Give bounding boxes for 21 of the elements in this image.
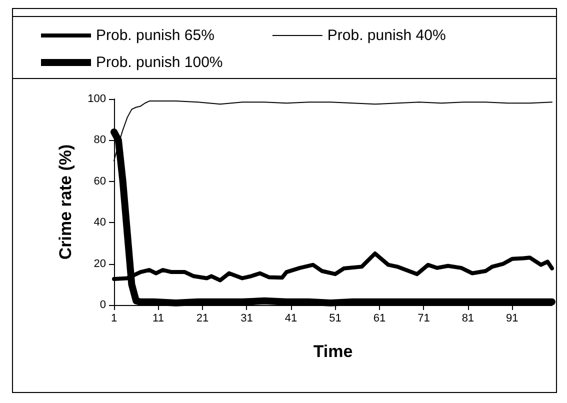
x-tick-label: 51 xyxy=(329,312,342,324)
y-tick-label: 40 xyxy=(94,216,106,229)
y-tick-label: 0 xyxy=(100,299,106,311)
y-tick-label: 60 xyxy=(94,175,106,188)
legend-label: Prob. punish 40% xyxy=(327,27,446,44)
legend-label: Prob. punish 65% xyxy=(96,27,214,44)
x-tick-label: 21 xyxy=(196,312,209,324)
y-tick-label: 20 xyxy=(94,258,106,270)
x-tick-label: 31 xyxy=(240,312,253,324)
x-tick-label: 11 xyxy=(152,312,164,324)
x-tick-label: 41 xyxy=(284,312,298,324)
x-tick-label: 1 xyxy=(110,312,118,324)
x-tick-label: 81 xyxy=(462,312,474,324)
x-axis-title: Time xyxy=(313,342,353,361)
y-tick-label: 80 xyxy=(94,134,106,146)
y-tick-label: 100 xyxy=(88,93,106,105)
legend-label: Prob. punish 100% xyxy=(96,54,223,71)
y-axis-title: Crime rate (%) xyxy=(56,144,75,260)
x-tick-label: 71 xyxy=(418,312,430,324)
x-tick-label: 91 xyxy=(506,312,518,324)
x-tick-label: 61 xyxy=(373,312,386,324)
